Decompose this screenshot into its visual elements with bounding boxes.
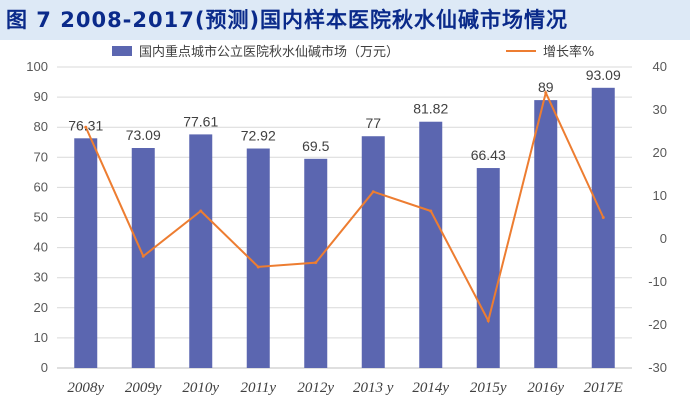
left-tick-label: 20 — [34, 300, 48, 315]
left-axis-ticks: 0 10 20 30 40 50 60 70 80 90 100 — [26, 59, 48, 375]
left-tick-label: 50 — [34, 210, 48, 225]
right-tick-label: -10 — [648, 274, 667, 289]
category-label: 2011y — [240, 380, 276, 396]
bar — [189, 134, 213, 368]
category-label: 2016y — [527, 380, 564, 396]
data-label: 77.61 — [183, 113, 218, 129]
bar — [591, 87, 615, 368]
data-label: 72.92 — [241, 128, 276, 144]
growth-line — [84, 89, 605, 324]
growth-point — [314, 261, 318, 265]
left-tick-label: 10 — [34, 330, 48, 345]
right-tick-label: 10 — [653, 188, 667, 203]
right-tick-label: 0 — [660, 231, 667, 246]
bar — [131, 147, 155, 368]
growth-point — [199, 209, 203, 213]
bar — [361, 136, 385, 368]
growth-point — [84, 125, 88, 129]
category-axis: 2008y 2009y 2010y 2011y 2012y 2013 y 2014y 2015… — [67, 380, 622, 396]
growth-point — [429, 209, 433, 213]
right-axis-ticks: -30 -20 -10 0 10 20 30 40 — [648, 59, 667, 375]
bar — [74, 138, 98, 368]
category-label: 2008y — [67, 380, 104, 396]
data-label: 89 — [538, 79, 554, 95]
category-label: 2013 y — [353, 380, 394, 396]
data-label: 69.5 — [302, 138, 329, 154]
figure-title: 图 7 2008-2017(预测)国内样本医院秋水仙碱市场情况 — [0, 0, 690, 40]
category-label: 2014y — [412, 380, 449, 396]
growth-point — [544, 91, 548, 95]
left-tick-label: 100 — [26, 59, 48, 74]
growth-point — [601, 216, 605, 219]
bars — [74, 87, 615, 369]
legend-bar-label: 国内重点城市公立医院秋水仙碱市场（万元） — [139, 44, 399, 60]
bar — [246, 148, 270, 368]
growth-point — [256, 265, 260, 269]
legend-bar-swatch — [112, 46, 132, 56]
right-tick-label: 30 — [653, 102, 667, 117]
growth-line-path — [84, 89, 605, 324]
legend-line-label: 增长率% — [543, 44, 594, 60]
left-tick-label: 40 — [34, 240, 48, 255]
right-tick-label: 20 — [653, 145, 667, 160]
data-label: 73.09 — [126, 127, 161, 143]
bar — [419, 121, 443, 368]
category-label: 2015y — [470, 380, 507, 396]
right-tick-label: -20 — [648, 317, 667, 332]
left-tick-label: 30 — [34, 270, 48, 285]
growth-point — [141, 254, 145, 258]
growth-point — [486, 319, 490, 323]
data-labels: 76.31 73.09 77.61 72.92 69.5 77 81.82 66.43 89 93… — [68, 67, 621, 163]
left-tick-label: 0 — [41, 360, 48, 375]
legend: 国内重点城市公立医院秋水仙碱市场（万元） 增长率% — [112, 44, 594, 60]
bar — [534, 100, 558, 369]
bar — [476, 168, 500, 368]
category-label: 2010y — [182, 380, 219, 396]
data-label: 66.43 — [471, 147, 506, 163]
right-tick-label: -30 — [648, 360, 667, 375]
left-tick-label: 60 — [34, 179, 48, 194]
data-label: 93.09 — [586, 67, 621, 83]
left-tick-label: 70 — [34, 149, 48, 164]
data-label: 76.31 — [68, 117, 103, 133]
category-label: 2017E — [584, 380, 623, 396]
left-tick-label: 90 — [34, 89, 48, 104]
category-label: 2012y — [297, 380, 334, 396]
left-tick-label: 80 — [34, 119, 48, 134]
right-tick-label: 40 — [653, 59, 667, 74]
category-label: 2009y — [125, 380, 162, 396]
data-label: 81.82 — [413, 101, 448, 117]
data-label: 77 — [365, 115, 381, 131]
growth-point — [371, 190, 375, 194]
